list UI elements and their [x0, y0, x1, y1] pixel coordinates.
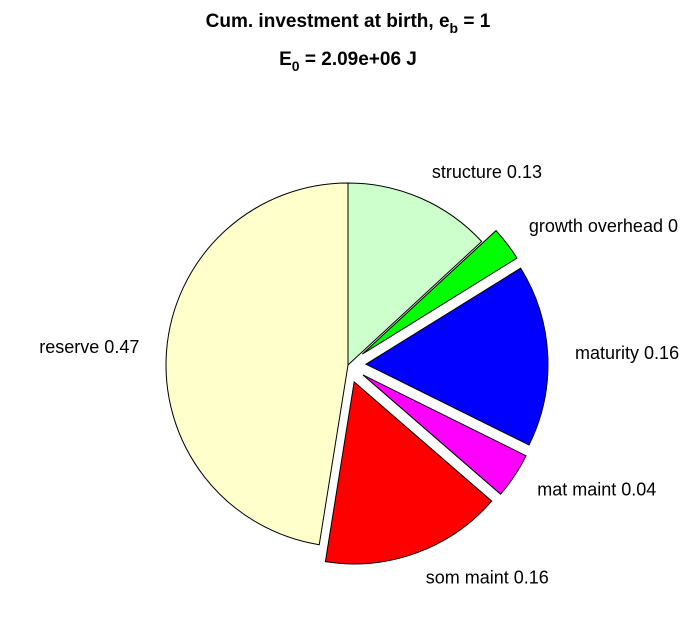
pie-slice	[361, 229, 518, 355]
pie-slice	[364, 267, 549, 446]
title-subscript: b	[450, 20, 459, 36]
slice-label: mat maint 0.04	[537, 480, 656, 500]
slice-label: som maint 0.16	[426, 567, 549, 587]
slice-label: maturity 0.16	[575, 343, 679, 363]
title-text: = 2.09e+06 J	[300, 49, 417, 70]
slice-label: growth overhead 0	[529, 216, 678, 236]
title-text: = 1	[458, 11, 491, 32]
slice-label: structure 0.13	[432, 162, 542, 182]
chart-title: E0 = 2.09e+06 J	[279, 49, 417, 74]
chart-title: Cum. investment at birth, eb = 1	[206, 11, 491, 36]
pie-slice	[347, 182, 483, 367]
title-text: Cum. investment at birth, e	[206, 11, 450, 32]
pie-slice	[362, 374, 527, 495]
slice-label: reserve 0.47	[39, 337, 139, 357]
pie-slice	[324, 380, 493, 565]
title-text: E	[279, 49, 292, 70]
pie-slice	[165, 182, 349, 546]
title-subscript: 0	[292, 58, 300, 74]
